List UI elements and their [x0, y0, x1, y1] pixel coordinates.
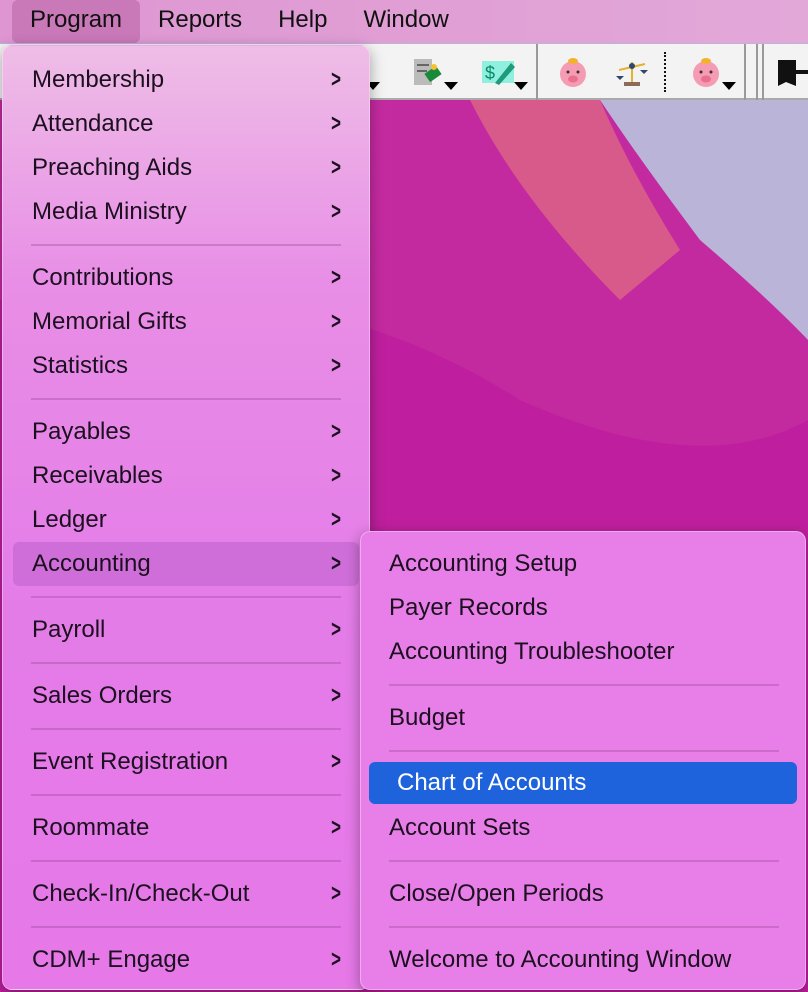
menu-item-label: Check-In/Check-Out [32, 880, 250, 907]
menu-item-check-in-check-out[interactable]: Check-In/Check-Out > [3, 872, 369, 916]
chevron-right-icon: > [331, 110, 341, 137]
submenu-item-accounting-setup[interactable]: Accounting Setup [389, 550, 578, 577]
menu-item-accounting[interactable]: Accounting > [13, 542, 359, 586]
chevron-right-icon: > [331, 616, 341, 643]
menu-bar: Program Reports Help Window [0, 0, 808, 43]
submenu-item-payer-records[interactable]: Payer Records [389, 594, 548, 621]
menu-item-statistics[interactable]: Statistics > [3, 344, 369, 388]
menu-item-label: Receivables [32, 462, 163, 489]
menu-item-label: Event Registration [32, 748, 229, 775]
menu-item-label: Preaching Aids [32, 154, 193, 181]
payment-document-icon[interactable] [408, 54, 458, 90]
menu-item-label: Membership [32, 66, 165, 93]
chevron-right-icon: > [331, 264, 341, 291]
menu-separator [3, 718, 369, 740]
chevron-right-icon: > [331, 198, 341, 225]
menu-item-label: Memorial Gifts [32, 308, 187, 335]
menu-reports[interactable]: Reports [158, 6, 243, 33]
chevron-right-icon: > [331, 880, 341, 907]
submenu-item-chart-of-accounts[interactable]: Chart of Accounts [369, 762, 797, 804]
menu-item-preaching-aids[interactable]: Preaching Aids > [3, 146, 369, 190]
menu-item-label: Statistics [32, 352, 129, 379]
piggy-bank-dropdown-icon[interactable] [686, 54, 736, 90]
menu-separator [3, 586, 369, 608]
chevron-right-icon: > [331, 308, 341, 335]
menu-help[interactable]: Help [278, 6, 328, 33]
exit-door-icon[interactable] [776, 54, 808, 90]
chevron-right-icon: > [331, 682, 341, 709]
menu-item-label: Payroll [32, 616, 106, 643]
menu-separator [361, 740, 805, 762]
menu-separator [361, 916, 805, 938]
submenu-item-account-sets[interactable]: Account Sets [389, 814, 531, 841]
menu-item-cdm-engage[interactable]: CDM+ Engage > [3, 938, 369, 982]
menu-separator [3, 850, 369, 872]
chevron-right-icon: > [331, 550, 341, 577]
menu-item-label: Attendance [32, 110, 154, 137]
menu-separator [361, 850, 805, 872]
submenu-item-close-open-periods[interactable]: Close/Open Periods [389, 880, 604, 907]
menu-item-payables[interactable]: Payables > [3, 410, 369, 454]
svg-text:$: $ [485, 63, 495, 83]
menu-item-membership[interactable]: Membership > [3, 58, 369, 102]
menu-item-ledger[interactable]: Ledger > [3, 498, 369, 542]
menu-item-label: Media Ministry [32, 198, 187, 225]
menu-separator [3, 916, 369, 938]
submenu-item-accounting-troubleshooter[interactable]: Accounting Troubleshooter [389, 638, 675, 665]
chevron-right-icon: > [331, 506, 341, 533]
menu-separator [3, 234, 369, 256]
menu-item-label: Ledger [32, 506, 107, 533]
chevron-right-icon: > [331, 66, 341, 93]
menu-item-label: Contributions [32, 264, 174, 291]
chevron-right-icon: > [331, 154, 341, 181]
submenu-item-welcome-to-accounting-window[interactable]: Welcome to Accounting Window [389, 946, 732, 973]
menu-item-label: Payables [32, 418, 131, 445]
submenu-item-budget[interactable]: Budget [389, 704, 466, 731]
menu-separator [3, 652, 369, 674]
dollar-edit-icon[interactable]: $ [478, 54, 528, 90]
chevron-right-icon: > [331, 748, 341, 775]
balance-scale-icon[interactable] [612, 54, 652, 90]
menu-item-event-registration[interactable]: Event Registration > [3, 740, 369, 784]
accounting-submenu: Accounting Setup Payer Records Accounting … [360, 531, 806, 990]
menu-item-attendance[interactable]: Attendance > [3, 102, 369, 146]
chevron-right-icon: > [331, 418, 341, 445]
chevron-right-icon: > [331, 814, 341, 841]
chevron-right-icon: > [331, 946, 341, 973]
menu-item-label: CDM+ Engage [32, 946, 191, 973]
menu-item-sales-orders[interactable]: Sales Orders > [3, 674, 369, 718]
piggy-bank-icon[interactable] [553, 54, 593, 90]
menu-item-receivables[interactable]: Receivables > [3, 454, 369, 498]
ledger-icon[interactable] [330, 54, 380, 90]
chevron-right-icon: > [331, 352, 341, 379]
menu-item-label: Roommate [32, 814, 150, 841]
menu-separator [361, 674, 805, 696]
menu-item-roommate[interactable]: Roommate > [3, 806, 369, 850]
program-menu: Membership > Attendance > Preaching Aids > Med… [2, 45, 370, 990]
menu-item-memorial-gifts[interactable]: Memorial Gifts > [3, 300, 369, 344]
menu-item-contributions[interactable]: Contributions > [3, 256, 369, 300]
menu-separator [3, 784, 369, 806]
menu-program[interactable]: Program [12, 0, 141, 43]
menu-item-payroll[interactable]: Payroll > [3, 608, 369, 652]
menu-window[interactable]: Window [363, 6, 449, 33]
chevron-right-icon: > [331, 462, 341, 489]
menu-item-label: Sales Orders [32, 682, 173, 709]
menu-item-label: Accounting [32, 550, 151, 577]
toolbar-divider [664, 52, 666, 92]
menu-separator [3, 388, 369, 410]
menu-item-media-ministry[interactable]: Media Ministry > [3, 190, 369, 234]
